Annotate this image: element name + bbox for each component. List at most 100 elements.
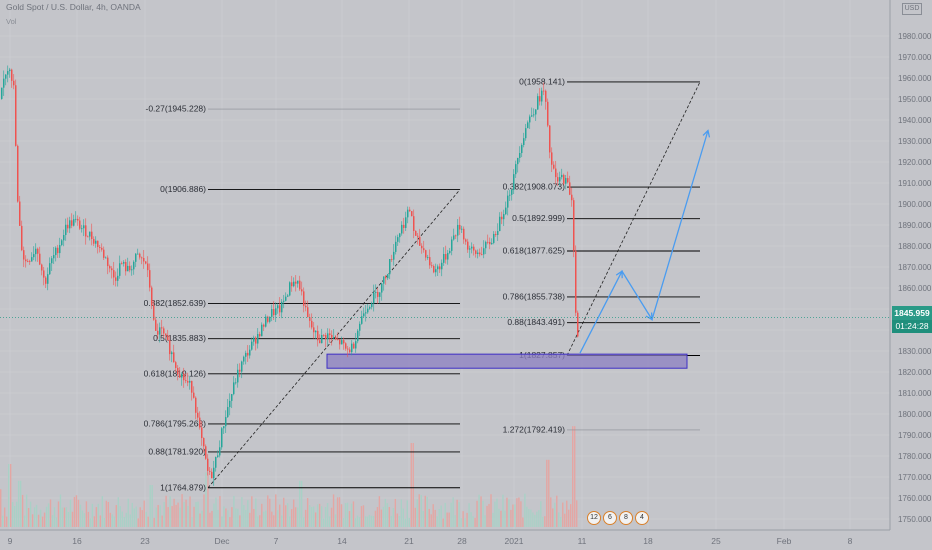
candle-body (273, 309, 275, 316)
candle-body (205, 446, 207, 459)
volume-bar (9, 464, 12, 527)
volume-bar (197, 501, 199, 527)
currency-label[interactable]: USD (902, 3, 922, 15)
candle-body (153, 305, 155, 320)
candle-body (17, 145, 19, 202)
volume-bar (306, 498, 309, 527)
event-badge[interactable]: 6 (603, 511, 617, 525)
volume-bar (472, 516, 474, 527)
event-badge[interactable]: 4 (635, 511, 649, 525)
volume-bar (127, 498, 129, 527)
candle-body (53, 255, 55, 259)
candle-body (167, 335, 169, 341)
candle-body (161, 327, 163, 329)
candle-body (39, 253, 41, 265)
candle-body (569, 182, 571, 195)
volume-bar (279, 504, 281, 527)
volume-bar (374, 510, 377, 527)
volume-bar (324, 507, 327, 527)
candle-body (281, 301, 283, 313)
candle-body (131, 269, 133, 271)
event-badge[interactable]: 8 (619, 511, 633, 525)
volume-bar (496, 498, 498, 527)
event-badge[interactable]: 12 (587, 511, 601, 525)
volume-bar (169, 496, 171, 527)
volume-bar (446, 512, 448, 527)
candle-body (279, 305, 281, 313)
price-tick-label: 1770.000 (898, 473, 932, 482)
candle-body (229, 400, 231, 408)
candle-body (263, 324, 265, 327)
bar-countdown-badge: 01:24:28 (892, 320, 932, 333)
volume-bar (223, 506, 225, 527)
volume-bar (486, 505, 488, 527)
candle-body (69, 220, 71, 229)
volume-bar (404, 518, 406, 527)
volume-bar (41, 516, 44, 527)
price-tick-label: 1750.000 (898, 515, 932, 524)
candle-body (393, 251, 395, 260)
candle-body (87, 236, 89, 238)
candle-body (353, 343, 355, 349)
volume-bar (275, 494, 277, 527)
volume-bar (187, 505, 189, 527)
volume-bar (231, 507, 233, 527)
candle-body (493, 233, 495, 243)
candle-body (319, 340, 321, 344)
candle-body (303, 291, 305, 306)
time-tick-label: 11 (578, 536, 587, 546)
candle-body (143, 257, 145, 262)
volume-bar (558, 512, 560, 527)
candle-body (189, 380, 191, 383)
volume-bar (125, 512, 127, 527)
trendline (566, 81, 701, 356)
candle-body (103, 249, 105, 258)
candle-body (289, 282, 291, 296)
candle-body (427, 257, 429, 258)
volume-bar (388, 506, 391, 527)
candle-body (547, 101, 549, 126)
arrow-head (702, 129, 711, 138)
volume-bar (392, 508, 395, 527)
candle-body (99, 247, 101, 248)
price-tick-label: 1890.000 (898, 221, 932, 230)
volume-bar (290, 509, 293, 527)
volume-bar (15, 501, 18, 527)
volume-bar (109, 512, 112, 527)
fib-label: 0.618(1877.625) (503, 245, 566, 255)
candle-body (495, 233, 497, 235)
candle-body (269, 316, 271, 322)
candle-body (345, 343, 347, 349)
price-tick-label: 1930.000 (898, 137, 932, 146)
candle-body (561, 174, 563, 178)
volume-bar (39, 509, 42, 527)
candle-body (469, 248, 471, 250)
fib-label: 0.5(1892.999) (512, 213, 565, 223)
volume-bar (344, 503, 347, 527)
candle-body (23, 250, 25, 260)
candle-body (45, 277, 47, 284)
volume-bar (241, 497, 243, 527)
volume-bar (338, 497, 341, 527)
arrow-head (615, 269, 623, 279)
volume-bar (332, 494, 335, 527)
candle-body (309, 317, 311, 321)
volume-bar (141, 510, 143, 527)
candle-body (485, 241, 487, 249)
volume-bar (175, 504, 177, 527)
fib-label: 0.786(1855.738) (503, 291, 566, 301)
volume-bar (47, 503, 50, 527)
candle-body (129, 265, 131, 271)
candle-body (477, 252, 479, 254)
candle-body (459, 224, 461, 230)
volume-bar (193, 506, 195, 527)
candle-body (75, 218, 77, 220)
volume-bar (243, 505, 245, 527)
volume-bar (490, 494, 492, 527)
price-tick-label: 1800.000 (898, 410, 932, 419)
volume-bar (51, 515, 54, 527)
volume-bar (177, 502, 179, 527)
volume-bar (424, 495, 426, 527)
projection-arrows (579, 129, 711, 354)
